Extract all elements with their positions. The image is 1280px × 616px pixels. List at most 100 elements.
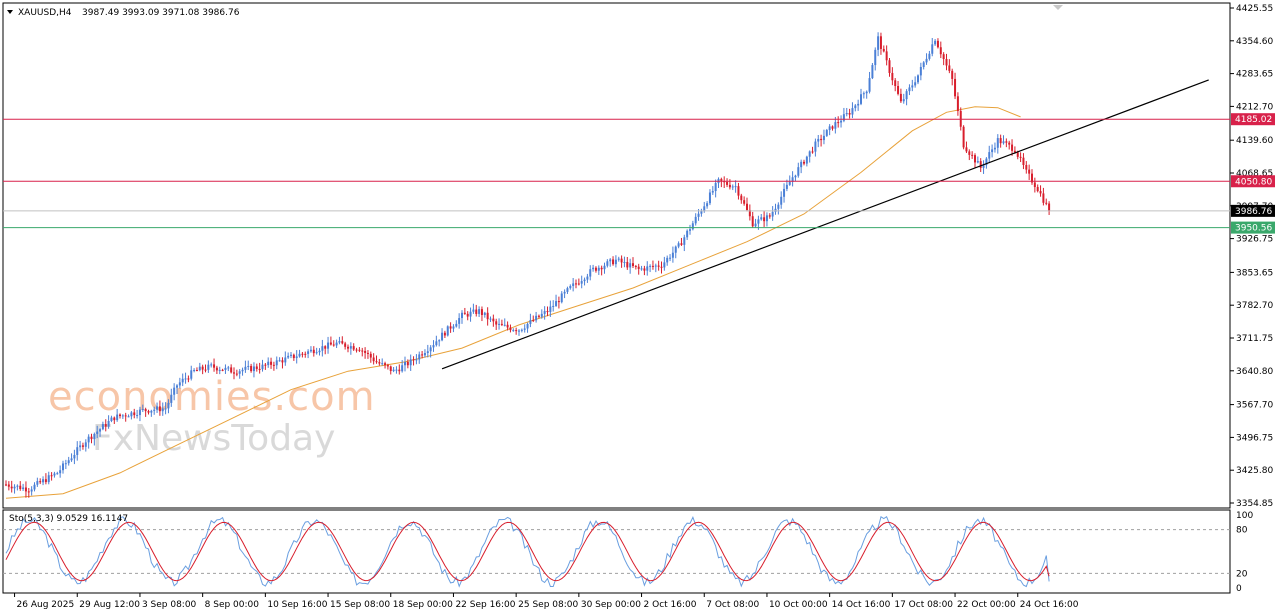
- candle-body: [848, 113, 851, 115]
- candle-body: [597, 267, 600, 271]
- candle-body: [255, 366, 258, 369]
- candle-body: [1008, 142, 1011, 145]
- candle-body: [991, 149, 994, 153]
- candle-body: [691, 223, 694, 230]
- shift-marker-icon[interactable]: [1053, 5, 1063, 10]
- support-price-tag: [1231, 221, 1275, 234]
- candle-body: [364, 350, 367, 353]
- candle-body: [1036, 187, 1039, 192]
- candle-body: [318, 350, 321, 353]
- candle-body: [529, 319, 532, 324]
- candle-body: [290, 354, 292, 356]
- candle-body: [549, 306, 552, 313]
- candle-body: [392, 369, 395, 372]
- candle-body: [1025, 164, 1028, 170]
- candle-body: [905, 91, 908, 100]
- candle-body: [178, 382, 181, 386]
- candle-body: [831, 126, 834, 129]
- candle-body: [680, 243, 683, 245]
- candle-body: [347, 346, 349, 349]
- candle-body: [660, 266, 663, 268]
- candle-body: [176, 385, 178, 388]
- candle-body: [746, 203, 748, 210]
- candle-body: [654, 265, 657, 267]
- candle-body: [609, 259, 612, 262]
- candle-body: [808, 151, 811, 157]
- candle-body: [173, 387, 176, 395]
- candle-body: [820, 138, 823, 141]
- x-tick-label: 22 Sep 16:00: [455, 600, 515, 610]
- candle-body: [803, 161, 805, 164]
- candle-body: [221, 369, 224, 371]
- candle-body: [811, 151, 814, 153]
- candle-body: [888, 60, 891, 73]
- candle-body: [498, 323, 501, 325]
- candle-body: [657, 265, 660, 267]
- candle-body: [757, 219, 760, 224]
- candle-body: [327, 342, 330, 349]
- candle-body: [309, 349, 312, 352]
- candle-body: [674, 246, 677, 253]
- candle-body: [566, 288, 569, 292]
- candle-body: [13, 486, 16, 489]
- candle-body: [59, 470, 62, 474]
- candle-body: [797, 167, 800, 176]
- candle-body: [942, 54, 945, 60]
- candle-body: [817, 138, 820, 142]
- x-tick-label: 15 Sep 08:00: [330, 600, 390, 610]
- candle-body: [349, 346, 352, 349]
- candle-body: [634, 266, 637, 268]
- stoch-tick-label: 100: [1236, 511, 1253, 521]
- x-tick-label: 26 Aug 2025: [17, 600, 75, 610]
- candle-body: [435, 341, 438, 346]
- candle-body: [384, 363, 387, 366]
- candle-body: [458, 318, 461, 324]
- candle-body: [93, 433, 96, 440]
- y-tick-label: 4283.65: [1236, 70, 1273, 80]
- candle-body: [187, 378, 190, 380]
- trendline[interactable]: [441, 79, 1209, 370]
- candle-body: [785, 184, 788, 189]
- stochastic-label: Sto(5,3,3) 9.0529 16.1147: [9, 514, 128, 524]
- candle-body: [429, 347, 432, 352]
- candle-body: [600, 267, 603, 270]
- y-tick-label: 3853.65: [1236, 268, 1273, 278]
- candle-body: [415, 359, 418, 361]
- watermark-economies: economies.com: [48, 374, 376, 420]
- y-tick-label: 4139.60: [1236, 136, 1273, 146]
- candle-body: [703, 206, 706, 212]
- stochastic-panel[interactable]: [2, 509, 1231, 594]
- candle-body: [495, 321, 498, 325]
- candle-body: [683, 237, 686, 245]
- candle-body: [475, 309, 478, 314]
- x-tick-label: 10 Sep 16:00: [267, 600, 327, 610]
- candle-body: [478, 309, 481, 314]
- candle-body: [486, 312, 489, 320]
- candle-body: [438, 340, 441, 342]
- candle-body: [996, 138, 999, 148]
- candle-body: [224, 367, 227, 370]
- resistance-price-tag: [1231, 175, 1275, 188]
- candle-body: [825, 130, 828, 136]
- main-panel[interactable]: [2, 2, 1231, 509]
- candle-body: [523, 328, 526, 330]
- candle-body: [577, 283, 580, 285]
- candle-body: [1013, 150, 1016, 153]
- candle-body: [580, 281, 583, 284]
- resistance-price-label: 4050.80: [1235, 177, 1272, 187]
- candle-body: [461, 312, 463, 319]
- candle-body: [592, 267, 595, 270]
- dropdown-triangle-icon[interactable]: [7, 10, 13, 14]
- candle-body: [1031, 173, 1033, 183]
- candle-body: [922, 62, 925, 68]
- candle-body: [19, 485, 22, 490]
- candle-body: [874, 49, 877, 66]
- candle-body: [369, 353, 372, 358]
- candle-body: [307, 351, 310, 354]
- candle-body: [247, 365, 250, 367]
- candle-body: [441, 332, 444, 341]
- candle-body: [649, 265, 652, 267]
- candle-body: [934, 40, 937, 45]
- candle-body: [865, 91, 868, 94]
